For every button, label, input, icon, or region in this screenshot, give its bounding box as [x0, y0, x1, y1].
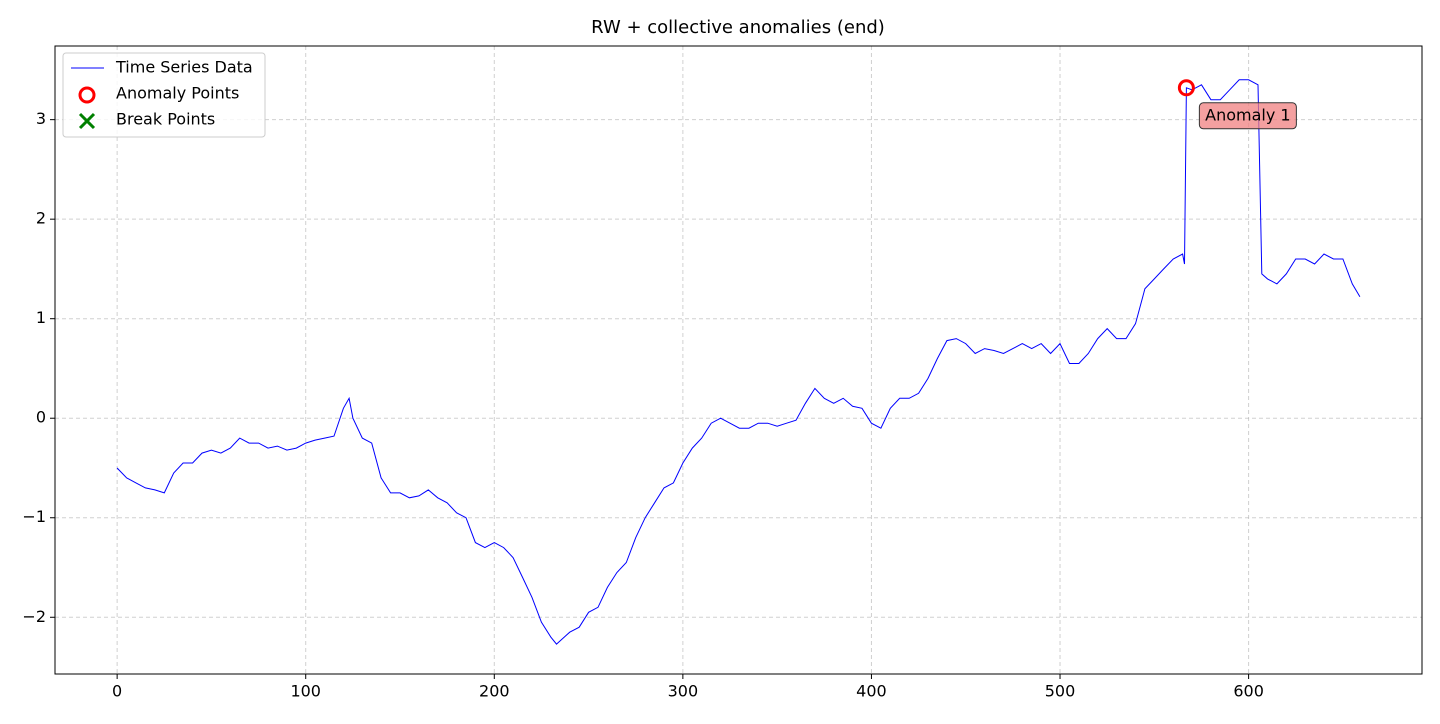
data-line	[116, 79, 1361, 645]
x-tick-label: 100	[290, 682, 321, 701]
x-tick-label: 0	[112, 682, 122, 701]
x-tick-label: 500	[1045, 682, 1076, 701]
x-tick-label: 400	[856, 682, 887, 701]
legend-marker	[78, 112, 96, 130]
legend-label: Anomaly Points	[116, 84, 239, 103]
legend: Time Series Data Anomaly Points Break Poin…	[62, 52, 266, 138]
x-tick-label: 200	[479, 682, 510, 701]
legend-label: Time Series Data	[115, 58, 253, 77]
legend-marker	[78, 86, 96, 104]
annotation-box	[1198, 102, 1297, 130]
y-tick-label: 3	[36, 109, 46, 128]
chart-title: RW + collective anomalies (end)	[591, 17, 885, 38]
y-tick-label: −1	[22, 507, 46, 526]
annotation-text: Anomaly 1	[1205, 105, 1290, 124]
y-tick-label: 2	[36, 209, 46, 228]
x-tick-label: 600	[1233, 682, 1264, 701]
x-tick-label: 300	[668, 682, 699, 701]
y-tick-label: 1	[36, 308, 46, 327]
legend-box	[62, 52, 266, 138]
y-tick-label: 0	[36, 408, 46, 427]
legend-label: Break Points	[116, 110, 215, 129]
anomaly-point	[1177, 79, 1195, 97]
plot-frame	[54, 45, 1423, 675]
y-tick-label: −2	[22, 607, 46, 626]
